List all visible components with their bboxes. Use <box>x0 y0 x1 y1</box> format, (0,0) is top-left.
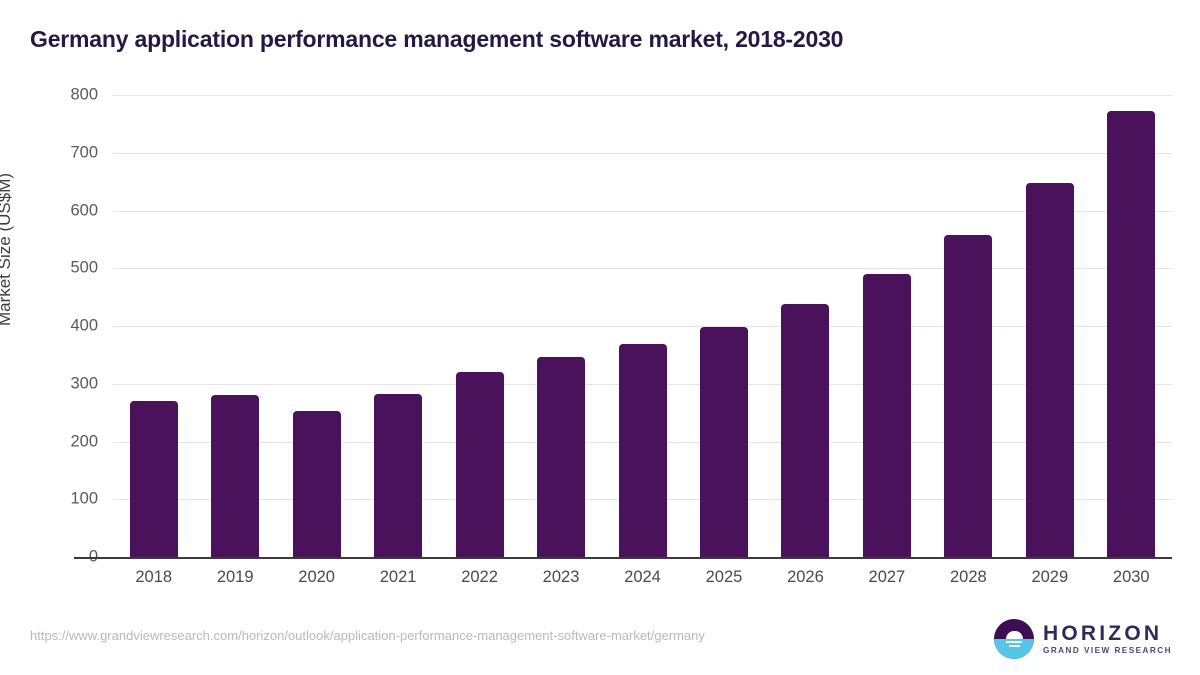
gridline <box>113 95 1172 96</box>
bar-2019[interactable] <box>211 395 260 557</box>
gridline <box>113 326 1172 327</box>
bar-2028[interactable] <box>944 234 993 557</box>
logo-wordmark: HORIZON GRAND VIEW RESEARCH <box>1043 623 1172 655</box>
x-axis-tick-label: 2028 <box>949 568 987 586</box>
y-axis-tick-label: 0 <box>38 548 98 567</box>
x-axis-tick-label: 2030 <box>1112 568 1150 586</box>
logo-main-text: HORIZON <box>1043 621 1163 645</box>
bar-series <box>113 95 1172 557</box>
y-axis-tick-label: 500 <box>70 258 98 277</box>
y-axis-tick-label: 400 <box>70 316 98 335</box>
gridline <box>113 210 1172 212</box>
horizon-logo[interactable]: HORIZON GRAND VIEW RESEARCH <box>994 618 1172 660</box>
bar-2030[interactable] <box>1107 110 1156 557</box>
x-axis-tick-label: 2021 <box>379 568 417 586</box>
x-axis-tick-label: 2024 <box>624 568 661 586</box>
y-axis-tick-label: 800 <box>70 85 98 104</box>
bar-2018[interactable] <box>129 401 178 557</box>
bar-2023[interactable] <box>537 357 586 557</box>
x-axis-tick-label: 2020 <box>298 568 335 586</box>
y-axis-tick-label: 300 <box>70 374 98 393</box>
page-title: Germany application performance manageme… <box>30 26 844 52</box>
x-axis-tick-label: 2029 <box>1031 568 1069 586</box>
x-axis-tick-label: 2027 <box>868 568 906 586</box>
x-axis-tick-label: 2018 <box>135 568 173 586</box>
x-axis-tick-label: 2026 <box>787 568 824 586</box>
x-axis-tick-label: 2019 <box>216 568 254 586</box>
y-axis-tick-label: 100 <box>70 489 98 508</box>
bar-2020[interactable] <box>292 410 341 557</box>
y-axis-title: Market Size (US$M) <box>0 172 14 326</box>
x-axis-tick-label: 2022 <box>461 568 498 586</box>
logo-ray-icon <box>1006 641 1022 643</box>
logo-ray-icon <box>1008 645 1020 647</box>
bar-2029[interactable] <box>1025 182 1074 557</box>
x-axis-line <box>74 557 1172 559</box>
x-axis-tick-label: 2025 <box>705 568 743 586</box>
logo-sub-text: GRAND VIEW RESEARCH <box>1043 645 1172 655</box>
bar-2027[interactable] <box>862 274 911 557</box>
bar-2025[interactable] <box>699 326 748 557</box>
bar-2021[interactable] <box>374 393 423 557</box>
bar-2022[interactable] <box>455 371 504 557</box>
x-axis-tick-label: 2023 <box>542 568 580 586</box>
bar-2024[interactable] <box>618 343 667 557</box>
y-axis-tick-label: 200 <box>70 432 98 450</box>
gridline <box>113 268 1172 270</box>
y-axis-tick-label: 600 <box>70 201 98 219</box>
logo-sea-shape <box>994 639 1034 659</box>
bar-2026[interactable] <box>781 304 830 557</box>
gridline <box>113 152 1172 154</box>
source-url[interactable]: https://www.grandviewresearch.com/horizo… <box>30 628 705 643</box>
y-axis-tick-label: 700 <box>70 143 98 162</box>
horizon-logo-icon <box>994 619 1034 659</box>
logo-sun-icon <box>1005 630 1023 639</box>
